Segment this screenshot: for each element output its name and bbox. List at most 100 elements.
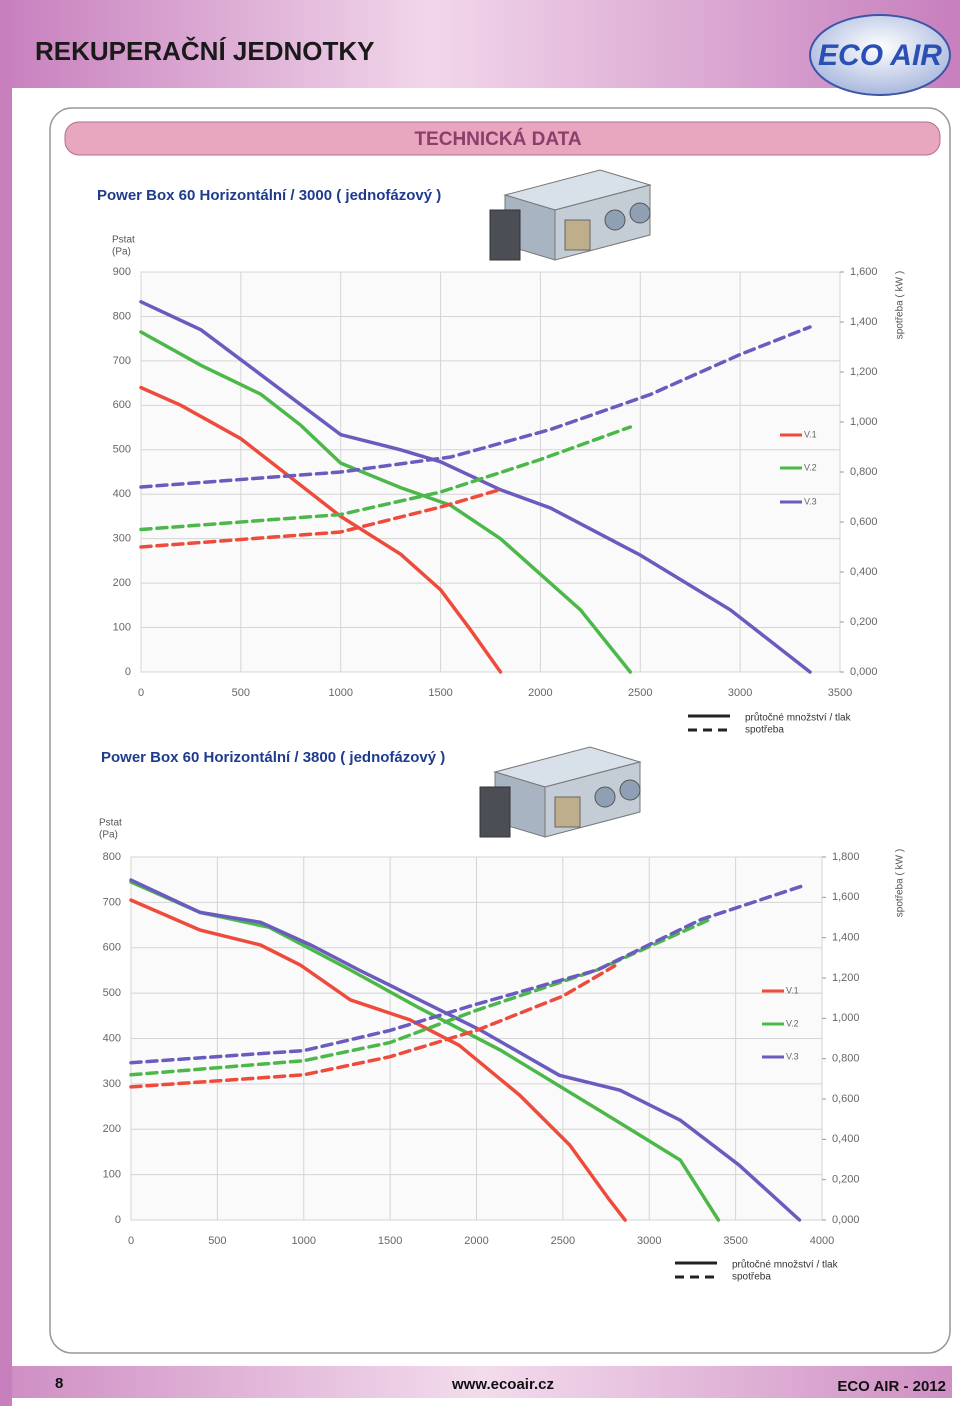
pressure-line: [139, 330, 633, 674]
y-tick-label: 700: [113, 355, 131, 367]
y-axis-label: Pstat: [99, 818, 122, 829]
y-tick-label: 800: [103, 851, 121, 863]
footer-url: www.ecoair.cz: [451, 1376, 554, 1393]
legend-label: V.3: [804, 496, 817, 506]
y-tick-label: 500: [113, 444, 131, 456]
pressure-line: [129, 878, 802, 1222]
chart: Power Box 60 Horizontální / 3800 ( jedno…: [99, 749, 906, 1283]
legend-label: V.2: [786, 1018, 799, 1028]
x-tick-label: 3000: [728, 687, 752, 699]
y2-tick-label: 0,400: [832, 1133, 860, 1145]
y2-tick-label: 1,200: [832, 972, 860, 984]
y2-tick-label: 0,000: [832, 1214, 860, 1226]
x-tick-label: 3000: [637, 1235, 661, 1247]
x-tick-label: 500: [232, 687, 250, 699]
y-tick-label: 0: [115, 1214, 121, 1226]
product-image: [489, 169, 652, 261]
y-tick-label: 600: [113, 399, 131, 411]
x-tick-label: 2500: [628, 687, 652, 699]
x-tick-label: 0: [138, 687, 144, 699]
legend-label: spotřeba: [732, 1272, 771, 1283]
y2-tick-label: 0,600: [850, 516, 878, 528]
y2-tick-label: 1,400: [832, 932, 860, 944]
x-tick-label: 0: [128, 1235, 134, 1247]
y2-tick-label: 1,600: [832, 891, 860, 903]
legend-label: V.2: [804, 462, 817, 472]
y-tick-label: 200: [113, 577, 131, 589]
y2-tick-label: 0,000: [850, 666, 878, 678]
x-tick-label: 1500: [378, 1235, 402, 1247]
y-tick-label: 200: [103, 1123, 121, 1135]
section-pill: [64, 121, 941, 156]
x-tick-label: 3500: [828, 687, 852, 699]
y-tick-label: 600: [103, 942, 121, 954]
consumption-line: [129, 883, 807, 1065]
x-tick-label: 1000: [328, 687, 352, 699]
header-band: [0, 0, 960, 88]
x-tick-label: 1000: [292, 1235, 316, 1247]
y2-tick-label: 0,200: [850, 616, 878, 628]
x-tick-label: 1500: [428, 687, 452, 699]
footer-band: [12, 1366, 952, 1398]
legend-label: V.1: [786, 985, 799, 995]
pressure-line: [139, 300, 812, 674]
legend-label: průtočné množství / tlak: [745, 712, 852, 724]
side-stripe: [0, 0, 12, 1406]
consumption-line: [139, 425, 633, 532]
legend-label: V.1: [804, 429, 817, 439]
consumption-line: [129, 964, 617, 1089]
chart-title: Power Box 60 Horizontální / 3800 ( jedno…: [101, 749, 445, 766]
legend-label: průtočné množství / tlak: [732, 1259, 839, 1271]
y-tick-label: 400: [103, 1032, 121, 1044]
y-tick-label: 100: [113, 621, 131, 633]
y2-tick-label: 0,400: [850, 566, 878, 578]
y2-tick-label: 1,800: [832, 851, 860, 863]
legend-label: V.3: [786, 1051, 799, 1061]
y-tick-label: 700: [103, 896, 121, 908]
y-tick-label: 400: [113, 488, 131, 500]
consumption-line: [139, 487, 503, 549]
y2-tick-label: 1,200: [850, 366, 878, 378]
logo: [809, 14, 951, 96]
chart: Power Box 60 Horizontální / 3000 ( jedno…: [97, 187, 906, 736]
y-tick-label: 800: [113, 310, 131, 322]
footer-brand: ECO AIR - 2012: [837, 1378, 946, 1395]
product-image: [479, 746, 642, 838]
y-axis-label: Pstat: [112, 235, 135, 246]
y-tick-label: 100: [103, 1169, 121, 1181]
y2-tick-label: 0,200: [832, 1174, 860, 1186]
section-title: TECHNICKÁ DATA: [414, 128, 581, 150]
y-tick-label: 300: [103, 1078, 121, 1090]
y2-tick-label: 0,600: [832, 1093, 860, 1105]
y2-axis-label: spotřeba ( kW ): [895, 849, 906, 917]
header-title: REKUPERAČNÍ JEDNOTKY: [35, 36, 375, 66]
y-axis-label: (Pa): [112, 247, 131, 258]
y2-tick-label: 1,400: [850, 316, 878, 328]
y2-axis-label: spotřeba ( kW ): [895, 271, 906, 339]
y2-tick-label: 1,000: [832, 1012, 860, 1024]
logo-text: ECO AIR: [818, 39, 942, 72]
x-tick-label: 2000: [528, 687, 552, 699]
pressure-line: [129, 898, 627, 1222]
y2-tick-label: 0,800: [832, 1053, 860, 1065]
x-tick-label: 3500: [723, 1235, 747, 1247]
legend-label: spotřeba: [745, 725, 784, 736]
y-tick-label: 500: [103, 987, 121, 999]
x-tick-label: 4000: [810, 1235, 834, 1247]
x-tick-label: 2500: [551, 1235, 575, 1247]
y-tick-label: 0: [125, 666, 131, 678]
x-tick-label: 500: [208, 1235, 226, 1247]
y-axis-label: (Pa): [99, 830, 118, 841]
consumption-line: [139, 325, 812, 489]
y2-tick-label: 1,000: [850, 416, 878, 428]
pressure-line: [139, 385, 503, 674]
y-tick-label: 300: [113, 533, 131, 545]
y-tick-label: 900: [113, 266, 131, 278]
x-tick-label: 2000: [464, 1235, 488, 1247]
page-number: 8: [55, 1375, 63, 1392]
y2-tick-label: 1,600: [850, 266, 878, 278]
y2-tick-label: 0,800: [850, 466, 878, 478]
chart-title: Power Box 60 Horizontální / 3000 ( jedno…: [97, 187, 441, 204]
